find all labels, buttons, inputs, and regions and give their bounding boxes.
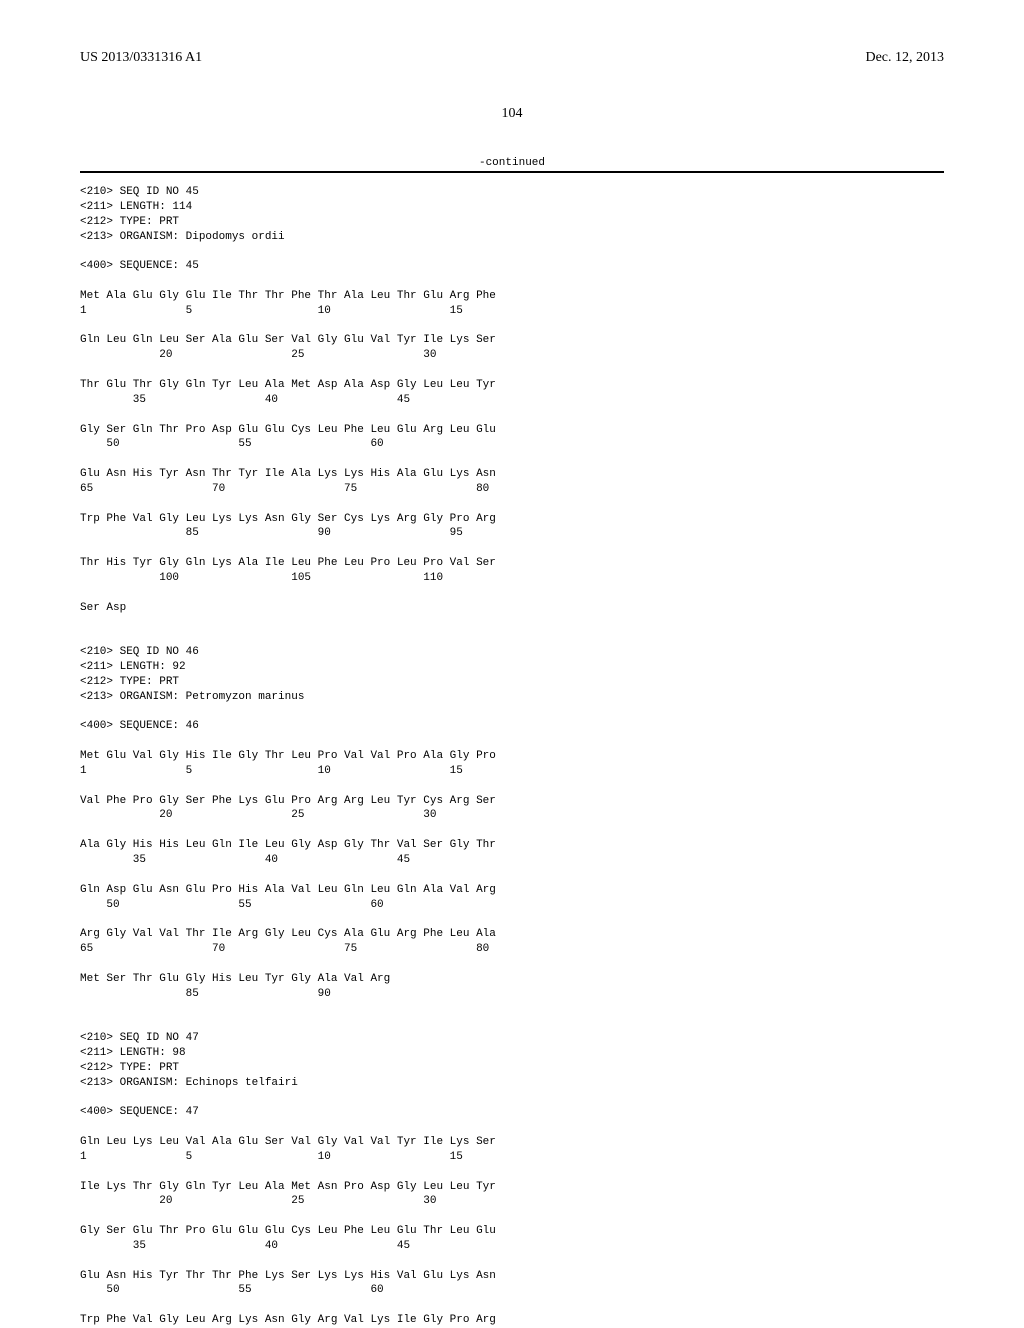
page-header: US 2013/0331316 A1 Dec. 12, 2013 — [80, 50, 944, 66]
continued-label: -continued — [80, 157, 944, 173]
page-number: 104 — [80, 106, 944, 122]
sequence-listing: <210> SEQ ID NO 45 <211> LENGTH: 114 <21… — [80, 185, 944, 1328]
publication-number: US 2013/0331316 A1 — [80, 50, 202, 66]
page-container: US 2013/0331316 A1 Dec. 12, 2013 104 -co… — [0, 0, 1024, 1320]
publication-date: Dec. 12, 2013 — [865, 50, 944, 66]
